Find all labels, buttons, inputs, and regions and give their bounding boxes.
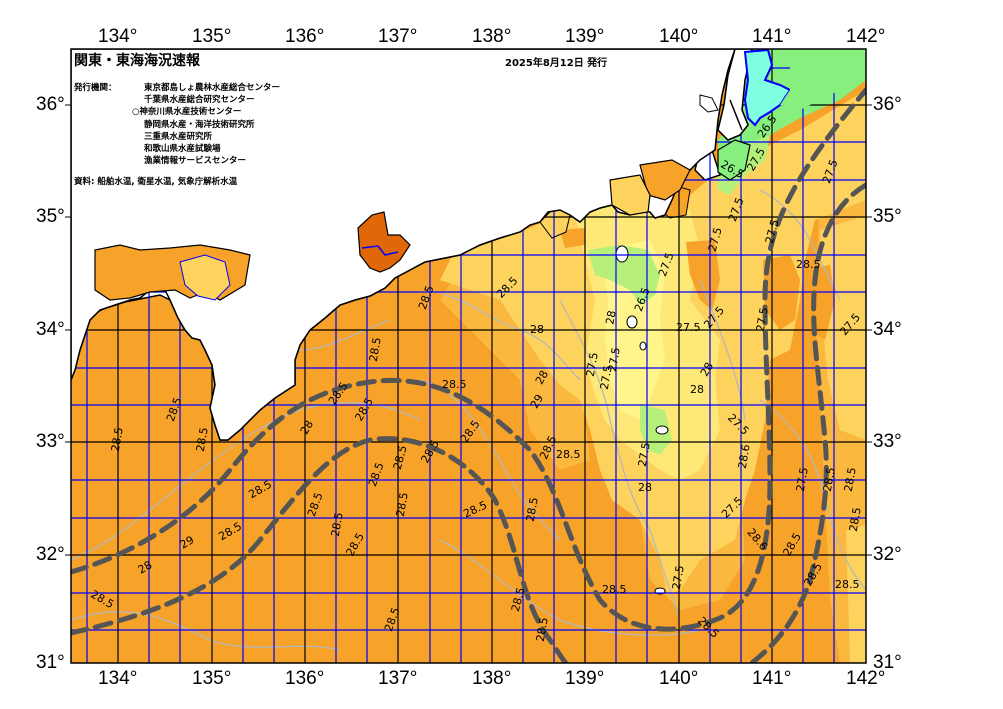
issue-date: 2025年8月12日 発行 [505,58,608,69]
lat-label-left: 32° [36,544,65,565]
lat-label-left: 36° [36,94,65,115]
lon-label-top: 135° [192,26,232,47]
agency-item: 漁業情報サービスセンター [144,156,247,167]
isotherm-value-label: 28.5 [602,583,627,596]
lon-label-bottom: 139° [565,668,605,689]
lat-label-right: 36° [873,94,902,115]
island [626,315,638,329]
lon-label-top: 138° [472,26,512,47]
isotherm-value-label: 28 [638,481,652,494]
island [615,245,629,263]
agency-item: 東京都島しょ農林水産総合センター [144,83,281,93]
island [639,341,647,351]
map-frame [70,48,867,664]
isotherm-value-label: 28.5 [556,448,581,461]
isotherm-value-label: 27.5 [676,321,701,334]
lon-label-top: 142° [846,26,886,47]
lat-label-left: 35° [36,206,65,227]
lat-label-right: 35° [873,206,902,227]
sst-region-26 [588,245,660,305]
agency-item: 千葉県水産総合研究センター [144,95,255,106]
agency-item: 三重県水産研究所 [144,131,213,142]
lat-label-right: 33° [873,431,902,452]
isotherm-main [71,87,866,663]
sst-region-27-5-lower-right [846,525,866,663]
agencies-label: 発行機関： [74,83,117,93]
sst-region-27-5-right [820,215,866,440]
island [655,425,669,435]
lat-label-left: 33° [36,431,65,452]
data-source: 資料: 船舶水温, 衛星水温, 気象庁解析水温 [74,177,238,187]
isotherm-value-label: 28.5 [796,258,821,271]
isotherm-value-label: 28.5 [442,378,467,391]
lon-label-bottom: 134° [98,668,138,689]
lat-label-left: 31° [36,652,65,673]
lat-label-right: 32° [873,544,902,565]
lon-label-top: 140° [659,26,699,47]
lon-label-bottom: 137° [378,668,418,689]
sst-patch-orange-4 [560,228,585,248]
isotherm-value-label: 28 [690,383,704,396]
lon-label-top: 134° [98,26,138,47]
sub-isotherms [71,189,866,651]
agency-list: 東京都島しょ農林水産総合センター 千葉県水産総合研究センター ○神奈川県水産技術… [132,82,384,167]
lat-label-right: 34° [873,319,902,340]
lon-label-bottom: 138° [472,668,512,689]
agency-item: ○神奈川県水産技術センター [132,107,242,118]
map-title: 関東・東海海況速報 [74,53,200,69]
agency-item: 静岡県水産・海洋技術研究所 [144,119,255,130]
lon-label-bottom: 141° [752,668,792,689]
lon-label-bottom: 136° [285,668,325,689]
lon-label-bottom: 135° [192,668,232,689]
lon-label-top: 136° [285,26,325,47]
lat-label-right: 31° [873,652,902,673]
lon-label-top: 139° [565,26,605,47]
lon-label-bottom: 142° [846,668,886,689]
lon-label-bottom: 140° [659,668,699,689]
isotherm-value-label: 28.5 [835,578,860,591]
lat-label-left: 34° [36,319,65,340]
lon-label-top: 137° [378,26,418,47]
lon-label-top: 141° [752,26,792,47]
isotherm-value-label: 28 [530,323,544,336]
isotherm-value-label: 28 [603,309,619,326]
agency-item: 和歌山県水産試験場 [144,144,221,155]
